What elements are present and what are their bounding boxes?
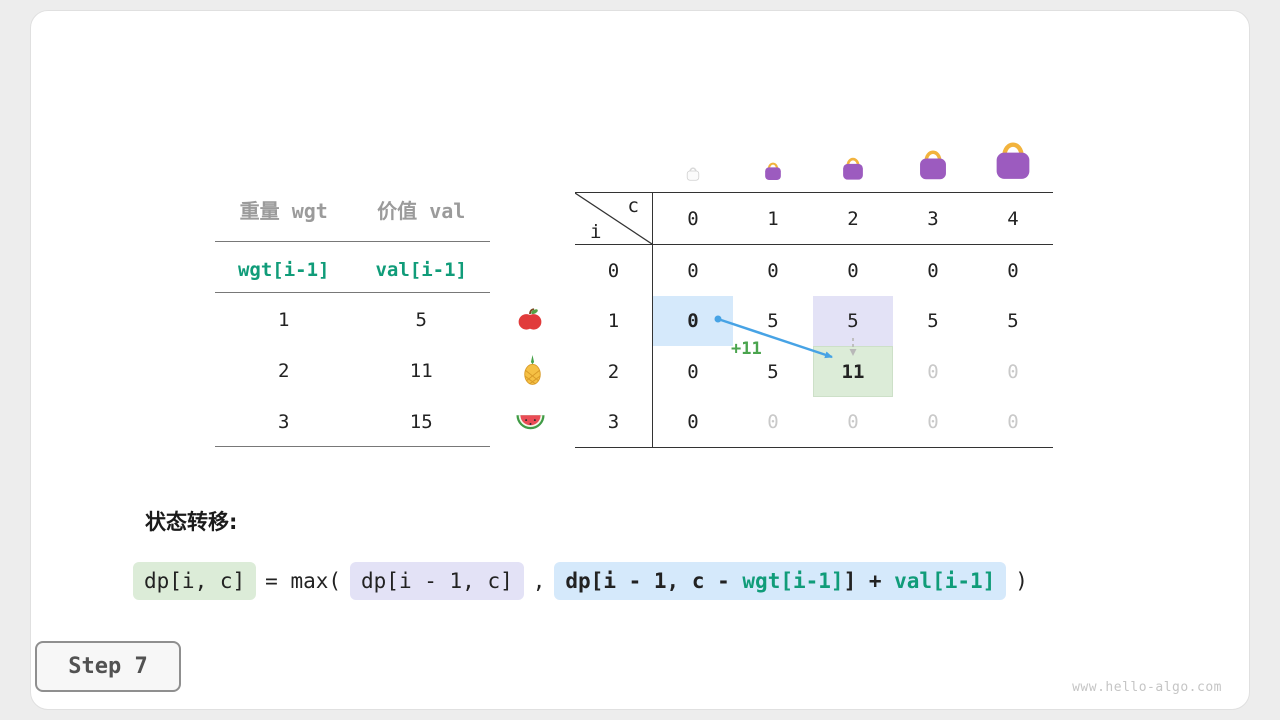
- items-table: 重量 wgt 价值 val wgt[i-1] val[i-1] 1 5 2 11…: [215, 190, 490, 450]
- formula-arg2: dp[i - 1, c - wgt[i-1]] + val[i-1]: [554, 562, 1007, 600]
- dp-row-header-0: 0: [575, 245, 653, 296]
- item-row-2: 2 11: [215, 356, 490, 386]
- dp-cell-3-2: 0: [847, 411, 859, 433]
- items-header-weight: 重量 wgt: [239, 199, 328, 223]
- formula-arg2-prefix: dp[i - 1, c -: [565, 569, 743, 593]
- item-value: 11: [409, 360, 433, 382]
- formula-arg2-mid: ] +: [843, 569, 895, 593]
- items-divider-bottom: [215, 446, 490, 447]
- transition-formula: dp[i, c] = max( dp[i - 1, c] , dp[i - 1,…: [133, 562, 1037, 600]
- dp-col-header-4: 4: [973, 193, 1053, 245]
- dp-cell-1-3: 5: [927, 310, 939, 332]
- dp-cell-2-1: 5: [767, 360, 779, 383]
- formula-arg2-val: val[i-1]: [894, 569, 996, 593]
- formula-lhs: dp[i, c]: [133, 562, 257, 600]
- step-badge: Step 7: [35, 641, 181, 692]
- bag-icon-capacity-1: [762, 158, 784, 181]
- dp-col-header-0: 0: [653, 193, 733, 245]
- dp-corner-cell: c i: [575, 193, 653, 245]
- formula-comma: ,: [532, 569, 546, 593]
- dp-cell-3-0: 0: [687, 411, 699, 433]
- items-formula-row: wgt[i-1] val[i-1]: [215, 255, 490, 285]
- step-label: Step 7: [68, 654, 148, 679]
- bag-icon-capacity-3: [915, 143, 951, 181]
- items-header-value: 价值 val: [377, 199, 466, 223]
- dp-cell-3-1: 0: [767, 411, 779, 433]
- dp-cell-1-0: 0: [653, 296, 733, 346]
- items-wgt-formula: wgt[i-1]: [237, 259, 330, 281]
- arrow-gain-label: +11: [731, 339, 762, 359]
- items-val-formula: val[i-1]: [375, 259, 467, 281]
- item-row-3: 3 15: [215, 407, 490, 437]
- dp-cell-1-2: 5: [813, 296, 893, 346]
- row-var-label: i: [590, 221, 602, 243]
- item-row-1: 1 5: [215, 305, 490, 335]
- dp-table: c i 0 1 2 3 4 0 0 0 0 0 0 1 0 5 5 5 5 2 …: [575, 192, 1053, 448]
- item-weight: 3: [278, 411, 290, 433]
- dp-cell-0-0: 0: [687, 259, 699, 282]
- dp-cell-0-4: 0: [1007, 259, 1019, 282]
- dp-col-header-1: 1: [733, 193, 813, 245]
- watermelon-icon: [515, 413, 546, 431]
- apple-icon: [517, 306, 543, 332]
- bag-icon-capacity-2: [839, 152, 867, 181]
- dp-row-header-3: 3: [575, 397, 653, 447]
- item-weight: 2: [278, 360, 290, 382]
- formula-op: = max(: [265, 569, 342, 593]
- dp-cell-0-2: 0: [847, 259, 859, 282]
- items-header-row: 重量 wgt 价值 val: [215, 196, 490, 226]
- item-value: 5: [415, 309, 427, 331]
- item-value: 15: [409, 411, 433, 433]
- bag-icon-capacity-4: [990, 133, 1036, 181]
- dp-row-header-2: 2: [575, 346, 653, 397]
- items-divider-top: [215, 241, 490, 242]
- dp-row-header-1: 1: [575, 296, 653, 346]
- dp-cell-3-3: 0: [927, 411, 939, 433]
- items-divider-mid: [215, 292, 490, 293]
- formula-close: ): [1015, 569, 1028, 593]
- formula-arg1: dp[i - 1, c]: [350, 562, 524, 600]
- dp-cell-3-4: 0: [1007, 411, 1019, 433]
- empty-bag-icon-capacity-0: [685, 164, 701, 181]
- dp-cell-2-2: 11: [813, 346, 893, 397]
- corner-diagonal-line: [575, 193, 652, 244]
- dp-cell-2-4: 0: [1007, 360, 1019, 383]
- col-var-label: c: [627, 195, 639, 217]
- watermark: www.hello-algo.com: [1072, 680, 1222, 695]
- dp-col-header-3: 3: [893, 193, 973, 245]
- dp-cell-2-0: 0: [687, 360, 699, 383]
- formula-arg2-wgt: wgt[i-1]: [742, 569, 844, 593]
- dp-cell-0-3: 0: [927, 259, 939, 282]
- dp-col-header-2: 2: [813, 193, 893, 245]
- dp-cell-2-3: 0: [927, 360, 939, 383]
- item-weight: 1: [278, 309, 290, 331]
- dp-cell-1-4: 5: [1007, 310, 1019, 332]
- pineapple-icon: [520, 355, 545, 386]
- transition-heading: 状态转移:: [145, 510, 238, 534]
- dp-cell-0-1: 0: [767, 259, 779, 282]
